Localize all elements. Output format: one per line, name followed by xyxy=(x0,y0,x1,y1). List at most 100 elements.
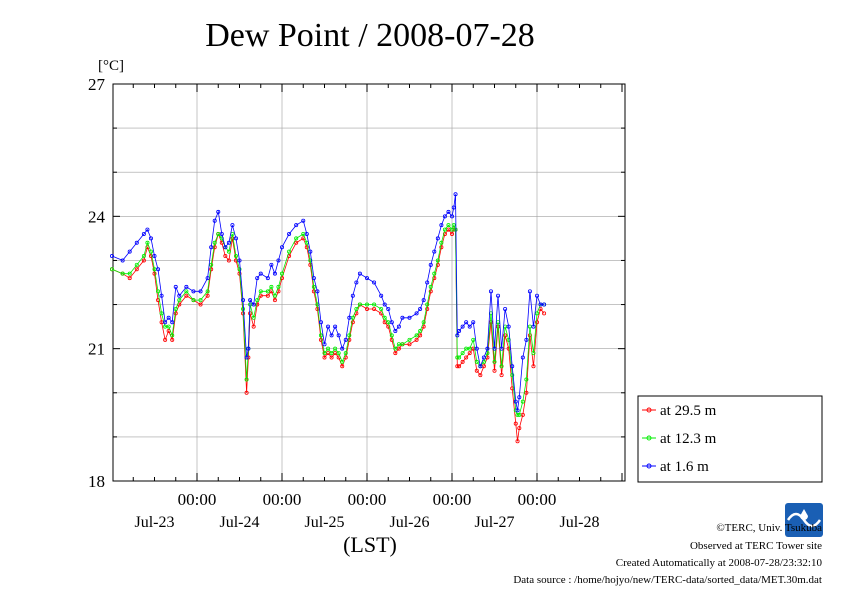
data-point xyxy=(457,329,462,334)
data-point xyxy=(517,412,522,417)
data-point xyxy=(503,333,508,338)
data-point xyxy=(389,320,394,325)
legend-label: at 12.3 m xyxy=(660,431,717,447)
data-point xyxy=(455,355,460,360)
data-point xyxy=(287,249,292,254)
data-point xyxy=(173,306,178,311)
data-point xyxy=(141,254,146,259)
data-point xyxy=(350,293,355,298)
data-point xyxy=(318,320,323,325)
data-point xyxy=(152,254,157,259)
data-point xyxy=(400,342,405,347)
data-point xyxy=(184,293,189,298)
data-point xyxy=(198,298,203,303)
data-point xyxy=(110,254,115,259)
data-point xyxy=(159,293,164,298)
data-point xyxy=(212,240,217,245)
data-point xyxy=(269,284,274,289)
data-point xyxy=(223,245,228,250)
data-point xyxy=(455,364,460,369)
data-point xyxy=(354,306,359,311)
data-point xyxy=(517,426,522,431)
data-point xyxy=(251,324,256,329)
data-point xyxy=(354,280,359,285)
data-point xyxy=(531,351,536,356)
data-point xyxy=(322,351,327,356)
data-point xyxy=(435,236,440,241)
data-point xyxy=(357,302,362,307)
data-point xyxy=(329,351,334,356)
data-point xyxy=(148,236,153,241)
data-point xyxy=(474,359,479,364)
data-point xyxy=(432,276,437,281)
data-point xyxy=(481,355,486,360)
data-point xyxy=(226,258,231,263)
data-point xyxy=(258,289,263,294)
data-point xyxy=(439,223,444,228)
data-point xyxy=(301,218,306,223)
y-axis-unit: [°C] xyxy=(98,58,124,74)
data-point xyxy=(269,262,274,267)
data-point xyxy=(251,315,256,320)
data-point xyxy=(336,333,341,338)
x-day-label: Jul-24 xyxy=(220,514,260,531)
data-point xyxy=(244,390,249,395)
data-point xyxy=(170,337,175,342)
data-point xyxy=(145,227,150,232)
data-point xyxy=(265,276,270,281)
data-point xyxy=(488,289,493,294)
data-point xyxy=(471,320,476,325)
data-point xyxy=(251,302,256,307)
data-point xyxy=(389,333,394,338)
legend-items: at 29.5 m at 12.3 m at 1.6 m xyxy=(642,403,717,475)
data-point xyxy=(145,240,150,245)
data-point xyxy=(364,306,369,311)
data-point xyxy=(535,320,540,325)
data-point xyxy=(455,333,460,338)
data-point xyxy=(205,293,210,298)
data-point xyxy=(460,359,465,364)
data-point xyxy=(294,236,299,241)
data-point xyxy=(446,209,451,214)
data-point xyxy=(134,267,139,272)
data-point xyxy=(209,245,214,250)
data-point xyxy=(449,231,454,236)
data-point xyxy=(364,302,369,307)
y-tick-label: 24 xyxy=(88,207,106,226)
data-point xyxy=(343,351,348,356)
data-point xyxy=(294,223,299,228)
data-point xyxy=(513,421,518,426)
data-point xyxy=(499,346,504,351)
data-point xyxy=(272,271,277,276)
data-point xyxy=(127,271,132,276)
data-point xyxy=(451,205,456,210)
data-point xyxy=(499,364,504,369)
data-point xyxy=(421,320,426,325)
data-point xyxy=(379,293,384,298)
data-point xyxy=(478,364,483,369)
terc-logo xyxy=(785,503,823,537)
x-tick-label: 00:00 xyxy=(518,490,557,509)
data-point xyxy=(372,302,377,307)
data-point xyxy=(241,306,246,311)
data-point xyxy=(407,337,412,342)
data-point xyxy=(542,302,547,307)
data-point xyxy=(134,240,139,245)
data-point xyxy=(272,298,277,303)
data-point xyxy=(326,324,331,329)
data-point xyxy=(230,223,235,228)
data-point xyxy=(191,298,196,303)
data-point xyxy=(531,324,536,329)
data-point xyxy=(407,315,412,320)
data-point xyxy=(156,289,161,294)
data-point xyxy=(510,364,515,369)
data-point xyxy=(127,276,132,281)
legend-box xyxy=(637,395,823,483)
data-point xyxy=(386,306,391,311)
data-point xyxy=(347,333,352,338)
data-point xyxy=(304,245,309,250)
x-tick-label: 00:00 xyxy=(263,490,302,509)
x-tick-label: 00:00 xyxy=(178,490,217,509)
data-point xyxy=(294,240,299,245)
